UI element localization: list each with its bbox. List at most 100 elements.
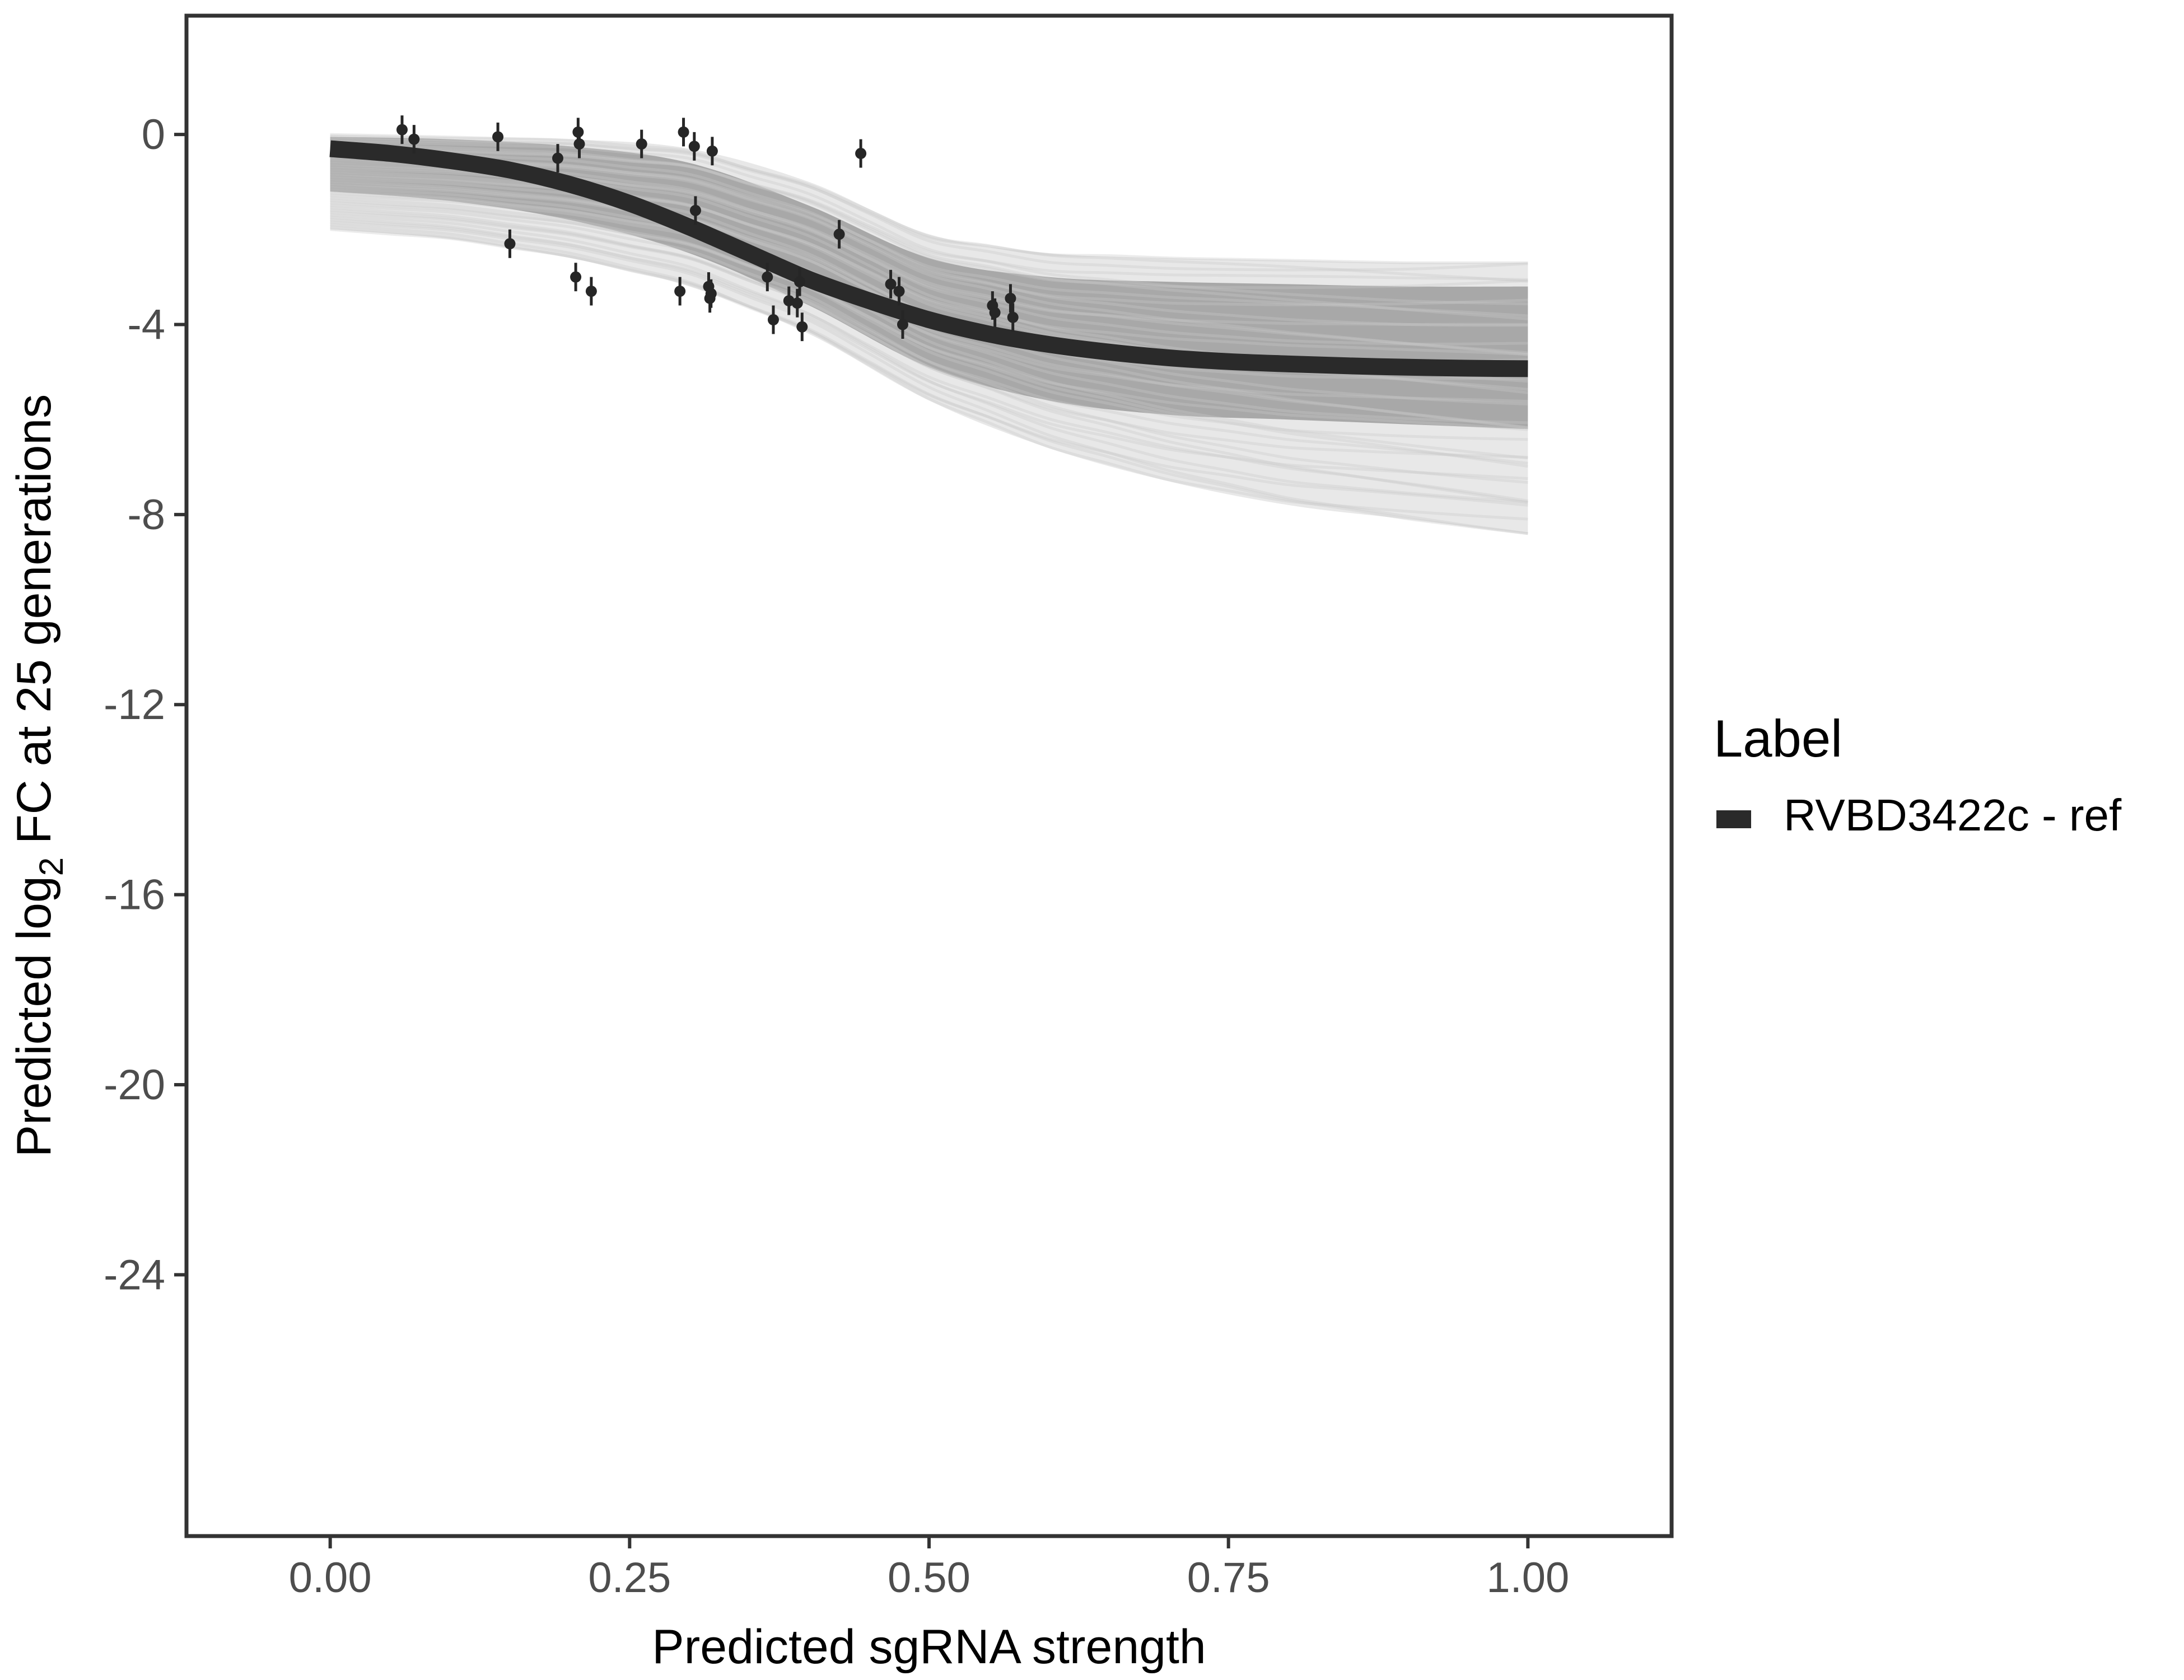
posterior-draw-line (330, 133, 1528, 272)
y-axis-title-subscript: 2 (32, 857, 70, 876)
point-marker (767, 314, 779, 325)
data-point (504, 229, 516, 258)
point-marker (585, 286, 597, 297)
posterior-draw-line (330, 201, 1528, 468)
data-point (796, 312, 808, 342)
point-marker (396, 124, 408, 136)
data-point (689, 196, 701, 225)
y-tick-label: -8 (127, 491, 165, 539)
x-tick-label: 0.00 (289, 1554, 372, 1602)
posterior-draw-line (330, 221, 1528, 535)
point-marker (893, 286, 905, 297)
point-marker (855, 148, 867, 160)
data-point (552, 144, 563, 172)
posterior-draw-line (330, 196, 1528, 441)
point-marker (408, 133, 420, 145)
x-axis: 0.00 0.25 0.50 0.75 1.00 (289, 1538, 1569, 1602)
y-axis-title-prefix: Predicted log (7, 876, 61, 1157)
posterior-draw-line (330, 147, 1528, 320)
point-marker (794, 276, 806, 288)
point-marker (504, 238, 516, 250)
data-point (705, 279, 717, 308)
y-tick-label: -4 (127, 301, 165, 348)
data-point (855, 139, 867, 168)
point-marker (796, 321, 808, 333)
data-point (396, 115, 408, 144)
point-marker (833, 228, 845, 240)
posterior-draw-line (330, 199, 1528, 431)
posterior-draw-line (330, 172, 1528, 356)
plot-panel-frame (184, 13, 1674, 1538)
posterior-draw-line (330, 211, 1528, 504)
point-marker (688, 141, 700, 152)
x-tick-label: 0.50 (888, 1554, 970, 1602)
y-axis-title: Predicted log2 FC at 25 generations (7, 394, 70, 1157)
fit-curve (329, 140, 1528, 377)
data-point (678, 118, 689, 147)
point-marker (897, 319, 908, 330)
data-point (570, 263, 582, 292)
point-marker (706, 145, 718, 157)
y-tick-label: -12 (104, 681, 165, 729)
posterior-draw-line (330, 213, 1528, 504)
x-tick-label: 0.25 (588, 1554, 671, 1602)
posterior-draw-line (330, 152, 1528, 306)
legend-entry-label: RVBD3422c - ref (1784, 790, 2122, 840)
posterior-draw-line (330, 206, 1528, 459)
posterior-draw-line (330, 138, 1528, 283)
fit-curve-layer (329, 140, 1528, 377)
posterior-draw-line (330, 145, 1528, 281)
data-point (893, 277, 905, 306)
data-point (688, 132, 700, 161)
posterior-draws (330, 133, 1528, 535)
data-point (885, 269, 897, 298)
y-axis: 0 -4 -8 -12 -16 -20 -24 (104, 111, 185, 1299)
data-point (1007, 303, 1019, 332)
data-point (989, 298, 1001, 327)
posterior-draw-line (330, 203, 1528, 484)
point-marker (791, 297, 803, 309)
data-point (706, 137, 718, 166)
point-marker (570, 271, 582, 283)
x-tick-label: 1.00 (1486, 1554, 1569, 1602)
data-point (573, 129, 585, 158)
y-tick-label: -20 (104, 1061, 165, 1109)
data-point (1005, 284, 1016, 313)
posterior-draw-line (330, 140, 1528, 306)
posterior-draw-line (330, 155, 1528, 318)
posterior-draw-line (330, 208, 1528, 465)
point-marker (885, 278, 897, 290)
y-axis-title-suffix: FC at 25 generations (7, 394, 61, 857)
data-points (396, 115, 1019, 342)
posterior-draw-line (330, 186, 1528, 424)
posterior-draw-line (330, 216, 1528, 480)
point-marker (636, 138, 647, 150)
posterior-draw-line (330, 143, 1528, 290)
x-axis-title: Predicted sgRNA strength (652, 1620, 1206, 1674)
point-marker (492, 131, 504, 143)
y-tick-label: -16 (104, 871, 165, 919)
data-point (492, 122, 504, 151)
point-marker (573, 138, 585, 150)
posterior-draw-line (330, 136, 1528, 264)
point-marker (1005, 292, 1016, 304)
point-marker (674, 286, 686, 297)
point-marker (552, 152, 563, 164)
legend-title: Label (1714, 709, 1842, 768)
posterior-draw-line (330, 228, 1528, 535)
posterior-draw-line (330, 194, 1528, 460)
point-marker (989, 307, 1001, 319)
y-tick-label: -24 (104, 1251, 165, 1299)
data-point (897, 310, 908, 339)
posterior-draw-line (330, 150, 1528, 327)
data-point (585, 277, 597, 306)
data-point (794, 267, 806, 296)
data-point (674, 277, 686, 306)
data-point (408, 125, 420, 154)
data-point (762, 263, 773, 292)
posterior-draw-line (330, 192, 1528, 430)
data-point (833, 220, 845, 249)
point-marker (762, 271, 773, 283)
data-point (636, 129, 647, 158)
